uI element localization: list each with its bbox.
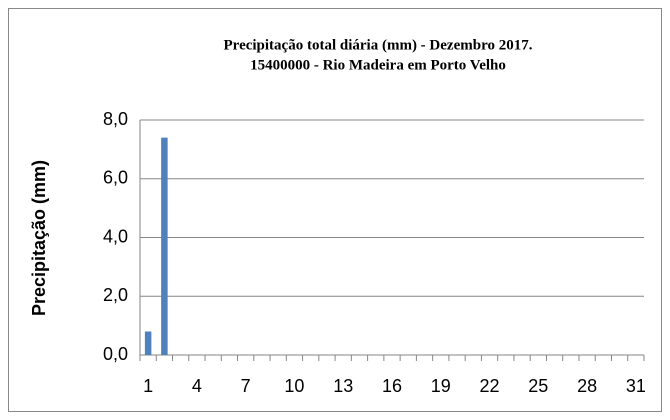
y-tick-label: 6,0: [103, 168, 128, 188]
x-tick-label: 31: [626, 376, 646, 396]
x-tick-label: 16: [382, 376, 402, 396]
y-axis-label: Precipitação (mm): [29, 160, 49, 316]
chart-title: Precipitação total diária (mm) - Dezembr…: [224, 37, 533, 53]
x-tick-label: 25: [528, 376, 548, 396]
y-tick-label: 4,0: [103, 226, 128, 246]
bar: [144, 331, 152, 355]
x-tick-label: 28: [577, 376, 597, 396]
y-tick-label: 2,0: [103, 285, 128, 305]
x-tick-label: 10: [284, 376, 304, 396]
x-tick-label: 7: [241, 376, 251, 396]
x-tick-label: 1: [143, 376, 153, 396]
y-tick-label: 8,0: [103, 109, 128, 129]
x-tick-label: 13: [333, 376, 353, 396]
y-tick-label: 0,0: [103, 344, 128, 364]
chart-subtitle: 15400000 - Rio Madeira em Porto Velho: [250, 57, 506, 73]
x-tick-label: 22: [480, 376, 500, 396]
x-tick-label: 4: [192, 376, 202, 396]
x-tick-label: 19: [431, 376, 451, 396]
bar: [161, 137, 168, 355]
chart-border: [8, 8, 662, 412]
